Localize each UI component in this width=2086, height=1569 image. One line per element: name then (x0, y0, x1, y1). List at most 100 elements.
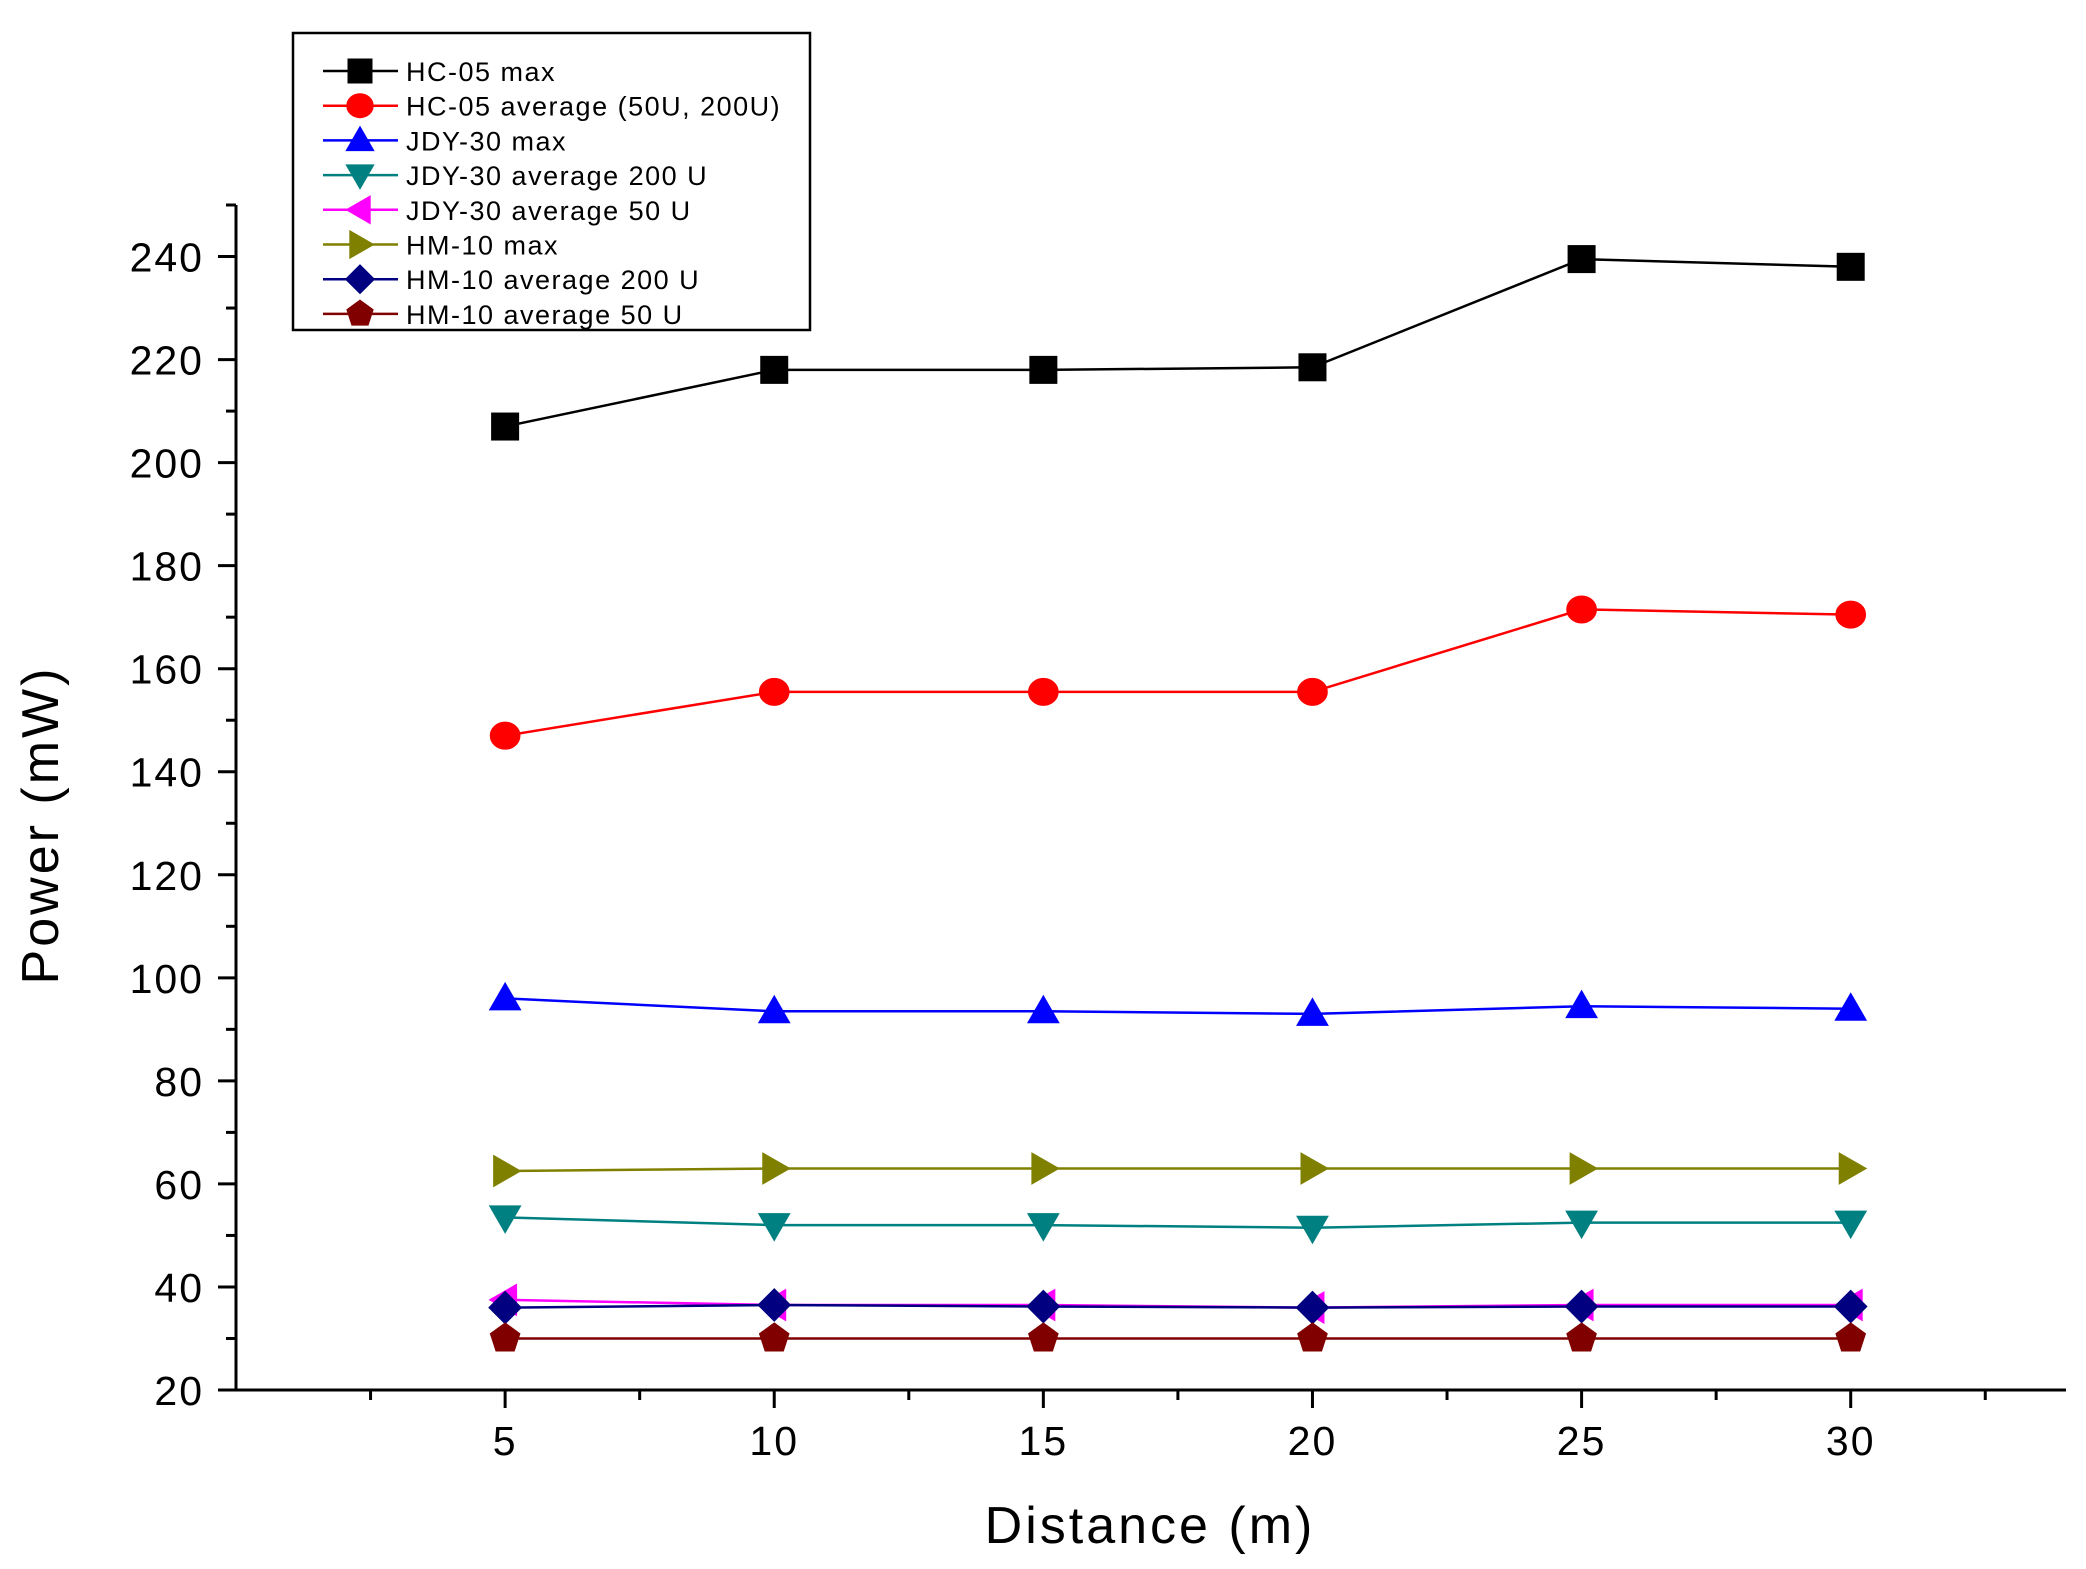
data-point (1838, 1152, 1868, 1185)
x-tick-label: 30 (1826, 1418, 1876, 1464)
data-point (758, 1322, 790, 1352)
series-layer (488, 245, 1868, 1352)
axes: 20 40 60 80 100 120 140 160 180 200 220 240 5 10 15 20 2… (130, 203, 2066, 1464)
legend-marker (345, 125, 375, 152)
x-tick-label: 25 (1557, 1418, 1607, 1464)
data-point (1835, 1322, 1867, 1352)
y-tick-label: 200 (130, 441, 204, 487)
data-point (1298, 353, 1327, 382)
y-tick-label: 20 (154, 1368, 204, 1414)
y-tick-label: 220 (130, 338, 204, 384)
data-point (488, 1205, 522, 1234)
legend-label: HM-10 average 50 U (406, 300, 684, 330)
legend-entry: JDY-30 max (323, 125, 567, 156)
data-point (491, 412, 520, 441)
data-point (1031, 1152, 1060, 1185)
data-point (1026, 1213, 1060, 1242)
series-line (505, 1216, 1851, 1229)
data-point (1296, 1215, 1329, 1245)
series-group (489, 595, 1867, 750)
legend-marker (345, 164, 375, 190)
data-point (1565, 1210, 1598, 1240)
data-point (1834, 992, 1868, 1021)
data-point (1567, 245, 1596, 274)
x-tick-label: 10 (749, 1418, 799, 1464)
legend-marker (345, 195, 371, 225)
data-point (762, 1152, 791, 1185)
legend-label: JDY-30 average 50 U (406, 196, 692, 226)
legend-entry: HC-05 max (323, 57, 556, 87)
data-point (1296, 997, 1329, 1026)
data-point (757, 994, 791, 1024)
series-line (505, 1303, 1851, 1309)
series-group (488, 1205, 1868, 1245)
series-line (505, 1167, 1851, 1173)
data-point (1027, 1322, 1059, 1352)
y-tick-label: 40 (154, 1265, 204, 1311)
legend-label: HC-05 average (50U, 200U) (406, 92, 781, 122)
y-tick-label: 80 (154, 1059, 204, 1105)
legend-label: JDY-30 average 200 U (406, 161, 708, 191)
data-point (1026, 994, 1060, 1024)
legend-marker (347, 58, 373, 84)
data-point (489, 1322, 521, 1352)
data-point (488, 981, 522, 1011)
data-point (493, 1154, 522, 1188)
legend-marker (346, 299, 374, 326)
legend-label: HM-10 max (406, 231, 559, 261)
series-group (493, 1152, 1868, 1188)
data-point (1028, 677, 1059, 706)
y-tick-label: 140 (130, 750, 204, 796)
y-tick-label: 240 (130, 235, 204, 281)
legend-label: JDY-30 max (406, 126, 567, 156)
legend-marker (349, 229, 375, 260)
series-line (505, 997, 1851, 1016)
y-tick-label: 180 (130, 544, 204, 590)
x-tick-label: 15 (1019, 1418, 1069, 1464)
legend-entry: HC-05 average (50U, 200U) (323, 92, 781, 122)
legend-entry: HM-10 max (323, 229, 559, 261)
data-point (1297, 677, 1328, 706)
series-group (489, 1322, 1867, 1352)
data-point (1569, 1152, 1599, 1185)
series-group (488, 981, 1868, 1026)
y-axis-title: Power (mW) (12, 666, 70, 985)
legend-box (291, 31, 812, 332)
data-point (489, 721, 521, 750)
y-tick-label: 60 (154, 1162, 204, 1208)
data-point (1566, 1322, 1597, 1352)
x-axis-title: Distance (m) (985, 1497, 1316, 1555)
series-group (488, 1288, 1868, 1325)
legend: HC-05 max HC-05 average (50U, 200U) JDY-30… (291, 31, 812, 332)
data-point (1565, 989, 1598, 1019)
data-point (757, 1288, 792, 1322)
y-tick-label: 120 (130, 853, 204, 899)
y-tick-label: 100 (130, 956, 204, 1002)
data-point (1835, 600, 1867, 629)
legend-label: HM-10 average 200 U (406, 265, 700, 295)
legend-entry: HM-10 average 200 U (323, 264, 700, 295)
x-tick-label: 20 (1288, 1418, 1338, 1464)
legend-marker (344, 264, 376, 295)
data-point (757, 1213, 791, 1242)
data-point (1029, 355, 1058, 384)
data-point (1834, 1210, 1868, 1240)
data-point (760, 355, 789, 384)
y-tick-label: 160 (130, 647, 204, 693)
data-point (1297, 1322, 1328, 1352)
data-point (1836, 252, 1865, 281)
legend-label: HC-05 max (406, 57, 556, 87)
legend-entry: JDY-30 average 50 U (323, 195, 692, 226)
data-point (1300, 1152, 1329, 1185)
x-tick-label: 5 (493, 1418, 518, 1464)
series-line (504, 257, 1851, 428)
legend-entry: JDY-30 average 200 U (323, 161, 708, 191)
series-line (504, 608, 1851, 737)
legend-marker (346, 93, 374, 119)
legend-entry: HM-10 average 50 U (323, 299, 684, 330)
data-point (758, 677, 790, 706)
series-group (491, 245, 1865, 441)
data-point (1566, 595, 1597, 624)
series-group (488, 1283, 1863, 1324)
